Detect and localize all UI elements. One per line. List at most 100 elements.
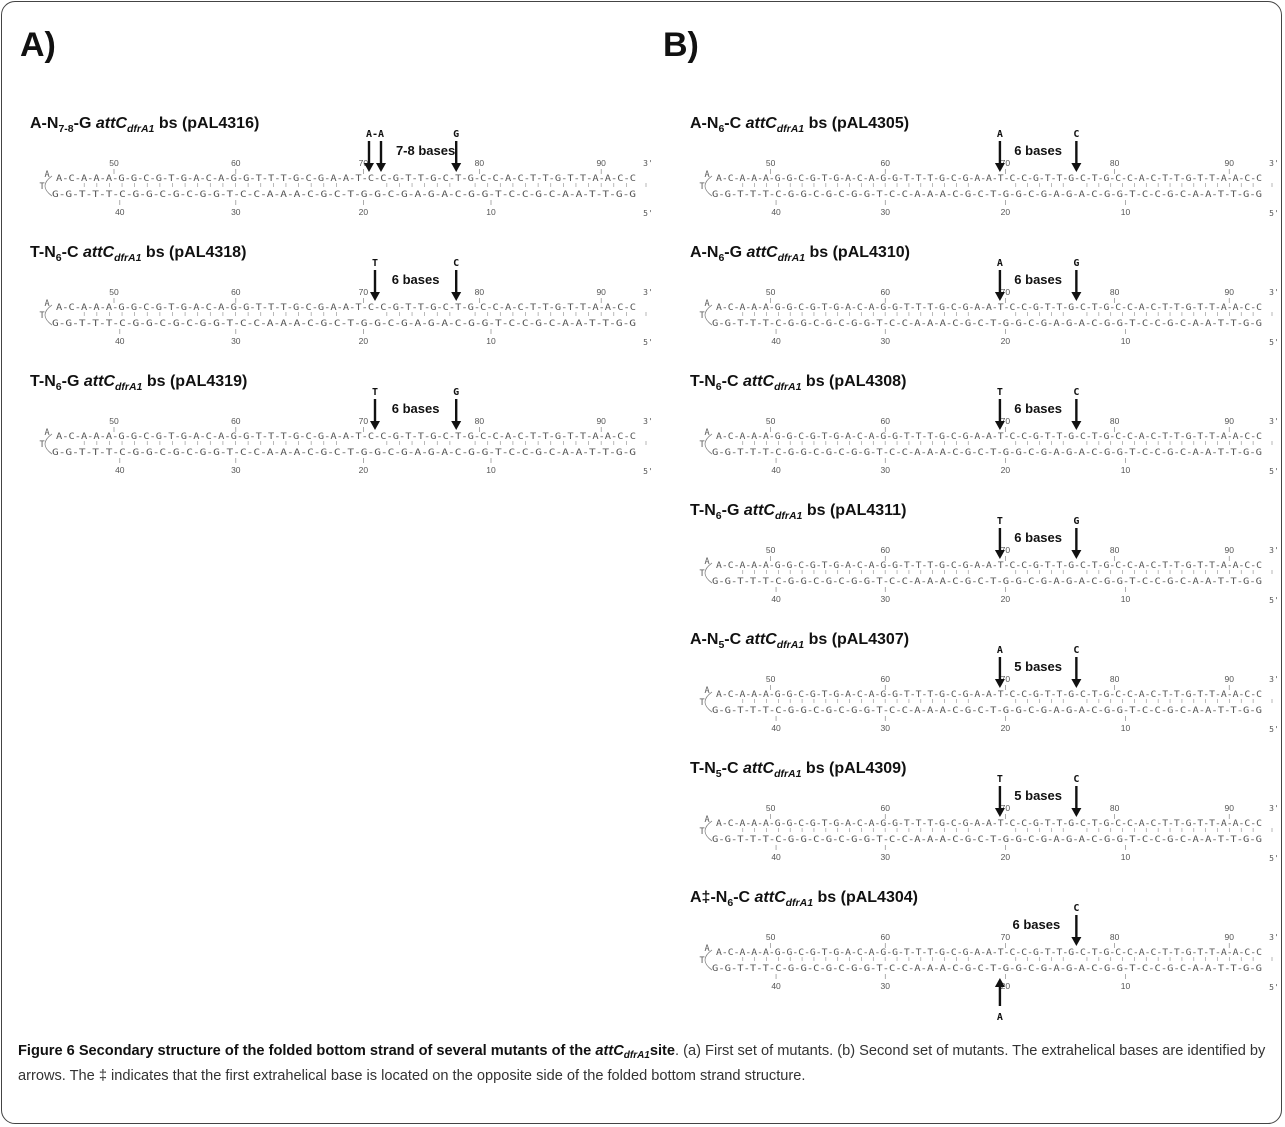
top-strand-sequence: A-C-A-A-A-G-G-C-G-T-G-A-C-A-G-G-T-T-T-G-… — [716, 948, 1262, 958]
bottom-position-number: 30 — [881, 723, 891, 733]
first-extrahelical-base: T — [997, 387, 1003, 398]
five-prime-end: 5' — [1269, 725, 1279, 734]
bottom-strand-sequence: G-G-T-T-T-C-G-G-C-G-C-G-G-T-C-C-A-A-A-C-… — [52, 190, 636, 200]
top-position-number: 90 — [1225, 674, 1235, 684]
top-strand-sequence: A-C-A-A-A-G-G-C-G-T-G-A-C-A-G-G-T-T-T-G-… — [716, 561, 1262, 571]
spacing-label: 5 bases — [1014, 788, 1062, 803]
bottom-strand-sequence: G-G-T-T-T-C-G-G-C-G-C-G-G-T-C-C-A-A-A-C-… — [52, 448, 636, 458]
top-position-number: 60 — [881, 545, 891, 555]
spacing-label: 6 bases — [1014, 143, 1062, 158]
bottom-position-number: 10 — [1121, 207, 1131, 217]
top-position-number: 50 — [766, 932, 776, 942]
mutant-bspal4305: A-N6-C attCdfrA1 bs (pAL4305) A T A-C-A-A-A… — [690, 115, 1279, 235]
three-prime-end: 3' — [1269, 288, 1279, 297]
hairpin-loop — [44, 433, 53, 455]
first-extrahelical-arrow — [370, 270, 380, 301]
five-prime-end: 5' — [643, 467, 653, 476]
loop-base-a: A — [704, 686, 709, 696]
bottom-position-number: 40 — [771, 465, 781, 475]
bottom-position-number: 30 — [231, 465, 241, 475]
three-prime-end: 3' — [643, 417, 653, 426]
loop-base-t: T — [699, 311, 704, 321]
mutant-bspal4309: T-N5-C attCdfrA1 bs (pAL4309) A T A-C-A-A-A… — [690, 760, 1279, 880]
three-prime-end: 3' — [1269, 417, 1279, 426]
top-position-number: 70 — [1001, 803, 1011, 813]
spacing-label: 5 bases — [1014, 659, 1062, 674]
folded-strand-diagram: ATA-C-A-A-A-G-G-C-G-T-G-A-C-A-G-G-T-T-T-… — [39, 387, 653, 476]
second-extrahelical-base: C — [1073, 645, 1079, 656]
top-position-number: 80 — [1110, 545, 1120, 555]
loop-base-t: T — [39, 311, 44, 321]
bottom-position-number: 10 — [1121, 336, 1131, 346]
mutant-bspal4304: A‡-N6-C attCdfrA1 bs (pAL4304) A T A-C-A-A-… — [690, 889, 1279, 1023]
loop-base-t: T — [699, 827, 704, 837]
bottom-position-number: 40 — [771, 723, 781, 733]
top-position-number: 80 — [475, 287, 485, 297]
mutant-title: T-N6-G attCdfrA1 bs (pAL4319) — [30, 373, 248, 393]
top-position-number: 50 — [766, 674, 776, 684]
top-position-number: 80 — [475, 158, 485, 168]
bottom-strand-sequence: G-G-T-T-T-C-G-G-C-G-C-G-G-T-C-C-A-A-A-C-… — [712, 319, 1262, 329]
loop-base-a: A — [44, 299, 49, 309]
mutant-bspal4310: A-N6-G attCdfrA1 bs (pAL4310) A T A-C-A-A-A… — [690, 244, 1279, 364]
bottom-position-number: 20 — [359, 465, 369, 475]
base-pair-ticks — [83, 312, 627, 316]
top-position-number: 60 — [881, 287, 891, 297]
top-position-number: 50 — [766, 287, 776, 297]
mutant-bspal4318: T-N6-C attCdfrA1 bs (pAL4318) A T A-C-A-A-A… — [30, 244, 653, 364]
three-prime-end: 3' — [643, 159, 653, 168]
hairpin-loop — [704, 175, 713, 197]
hairpin-loop — [704, 562, 713, 584]
base-pair-ticks — [83, 183, 627, 187]
bottom-position-number: 30 — [881, 852, 891, 862]
folded-strand-diagram: ATA-C-A-A-A-G-G-C-G-T-G-A-C-A-G-G-T-T-T-… — [699, 387, 1279, 476]
loop-base-t: T — [699, 182, 704, 192]
five-prime-end: 5' — [1269, 338, 1279, 347]
first-extrahelical-base: A — [997, 1012, 1003, 1023]
top-position-number: 50 — [766, 416, 776, 426]
top-position-number: 80 — [1110, 803, 1120, 813]
top-position-number: 70 — [1001, 158, 1011, 168]
mutant-title: A-N6-C attCdfrA1 bs (pAL4305) — [690, 115, 910, 135]
top-position-number: 90 — [1225, 545, 1235, 555]
first-extrahelical-arrow — [994, 786, 1005, 817]
top-strand-sequence: A-C-A-A-A-G-G-C-G-T-G-A-C-A-G-G-T-T-T-G-… — [56, 303, 636, 313]
top-position-number: 60 — [881, 674, 891, 684]
first-extrahelical-base: A — [997, 258, 1003, 269]
mutant-title: T-N6-G attCdfrA1 bs (pAL4311) — [690, 502, 907, 522]
first-extrahelical-arrow — [994, 657, 1005, 688]
caption-title: Secondary structure of the folded bottom… — [78, 1043, 676, 1061]
loop-base-a: A — [704, 557, 709, 567]
three-prime-end: 3' — [1269, 675, 1279, 684]
loop-base-a: A — [44, 428, 49, 438]
top-position-number: 50 — [109, 416, 119, 426]
bottom-position-number: 30 — [881, 594, 891, 604]
spacing-label: 6 bases — [392, 401, 440, 416]
second-extrahelical-arrow — [1071, 399, 1082, 430]
second-extrahelical-base: G — [453, 129, 459, 140]
top-position-number: 70 — [359, 416, 369, 426]
first-extrahelical-base: A — [997, 129, 1003, 140]
top-position-number: 70 — [1001, 416, 1011, 426]
bottom-position-number: 20 — [359, 207, 369, 217]
mutant-title: T-N6-C attCdfrA1 bs (pAL4308) — [690, 373, 907, 393]
bottom-position-number: 40 — [771, 852, 781, 862]
loop-base-t: T — [699, 956, 704, 966]
bottom-position-number: 10 — [1121, 465, 1131, 475]
first-extrahelical-arrow — [994, 399, 1005, 430]
mutant-title: T-N6-C attCdfrA1 bs (pAL4318) — [30, 244, 247, 264]
folded-strand-diagram: AT A-C-A-A-A-G-G-C-G-T-G-A-C-A-G-G-T-T-T-… — [39, 258, 652, 347]
loop-base-a: A — [704, 299, 709, 309]
top-position-number: 70 — [1001, 545, 1011, 555]
loop-base-a: A — [704, 815, 709, 825]
top-position-number: 50 — [109, 158, 119, 168]
five-prime-end: 5' — [1269, 467, 1279, 476]
spacing-label: 6 bases — [392, 272, 440, 287]
top-strand-sequence: A-C-A-A-A-G-G-C-G-T-G-A-C-A-G-G-T-T-T-G-… — [716, 432, 1262, 442]
bottom-position-number: 40 — [771, 207, 781, 217]
bottom-position-number: 40 — [115, 336, 125, 346]
bottom-position-number: 40 — [771, 594, 781, 604]
top-position-number: 90 — [596, 416, 606, 426]
bottom-position-number: 30 — [881, 465, 891, 475]
